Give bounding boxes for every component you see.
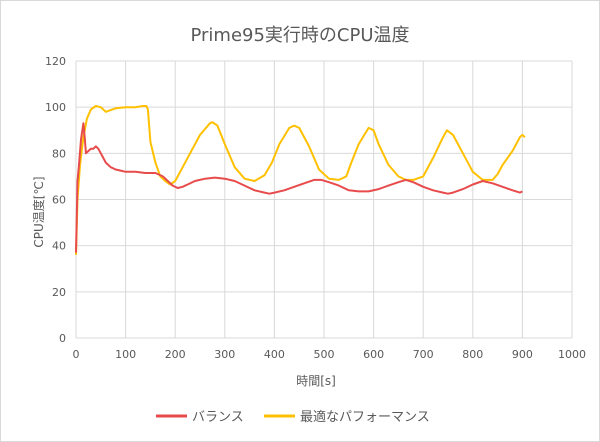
y-tick-label: 100 [45, 101, 66, 114]
y-tick-labels: 0 20 40 60 80 100 120 [45, 55, 66, 345]
chart-title: Prime95実行時のCPU温度 [190, 25, 409, 46]
x-tick-label: 900 [512, 348, 533, 361]
legend-label-best-performance: 最適なパフォーマンス [300, 409, 430, 425]
series-lines [75, 105, 526, 255]
x-tick-label: 800 [462, 348, 483, 361]
legend: バランス 最適なパフォーマンス [156, 409, 430, 425]
y-tick-label: 0 [59, 332, 66, 345]
x-tick-label: 200 [165, 348, 186, 361]
x-tick-label: 500 [314, 348, 335, 361]
y-axis-title: CPU温度[℃] [31, 176, 46, 247]
x-tick-label: 0 [73, 348, 80, 361]
x-tick-label: 100 [115, 348, 136, 361]
legend-label-balance: バランス [192, 410, 244, 425]
y-tick-label: 120 [45, 55, 66, 68]
y-tick-label: 80 [52, 147, 66, 160]
y-tick-label: 20 [52, 286, 66, 299]
x-tick-label: 700 [413, 348, 434, 361]
x-tick-label: 600 [363, 348, 384, 361]
x-tick-label: 400 [264, 348, 285, 361]
x-tick-label: 300 [214, 348, 235, 361]
x-tick-label: 1000 [558, 348, 586, 361]
series-line-best-performance [75, 105, 526, 255]
y-tick-label: 40 [52, 240, 66, 253]
y-tick-label: 60 [52, 194, 66, 207]
x-tick-labels: 0 100 200 300 400 500 600 700 800 900 1000 [73, 348, 587, 361]
series-line-balance [75, 122, 523, 253]
grid-lines [75, 60, 573, 339]
x-axis-title: 時間[s] [296, 374, 336, 388]
